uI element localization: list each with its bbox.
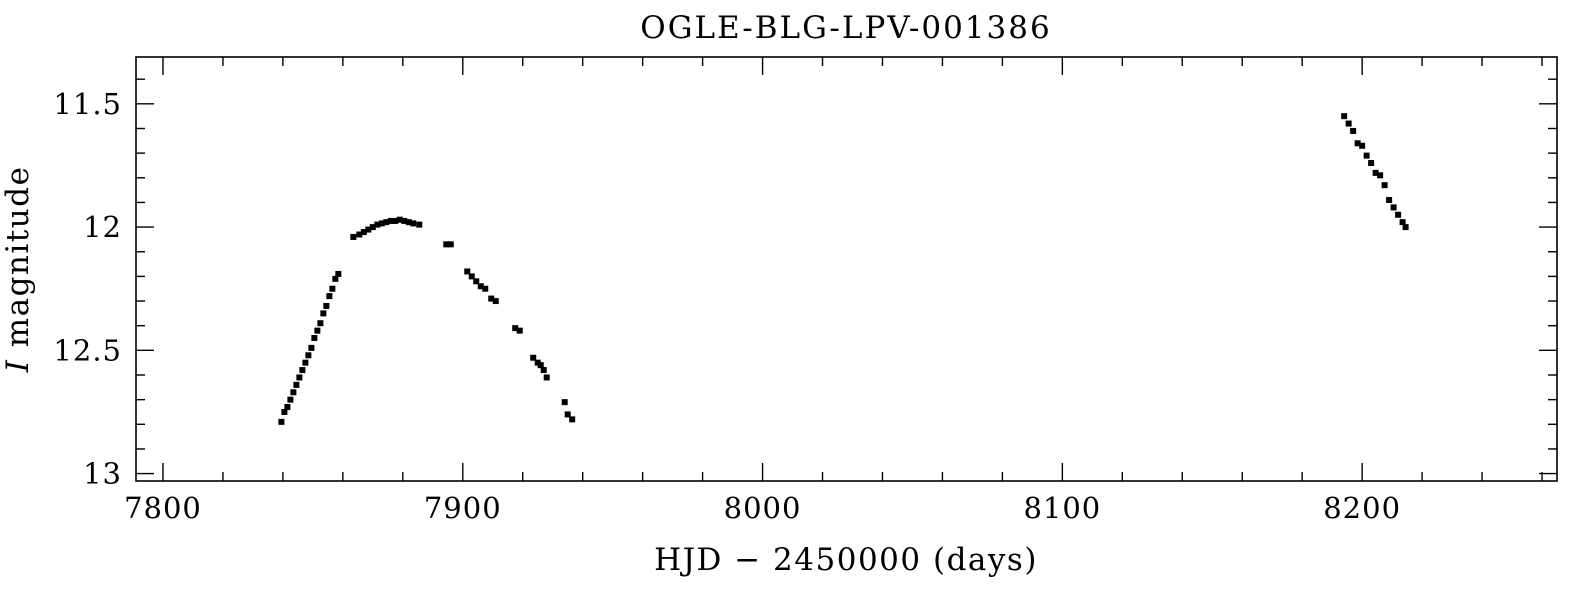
y-axis-label-text: magnitude bbox=[0, 166, 36, 359]
data-point bbox=[317, 320, 324, 327]
data-point bbox=[1395, 211, 1402, 218]
data-point bbox=[296, 374, 303, 381]
data-point bbox=[1390, 204, 1397, 211]
data-point bbox=[1350, 127, 1357, 134]
data-point bbox=[1345, 120, 1352, 127]
data-point bbox=[365, 226, 372, 233]
data-point bbox=[1368, 160, 1375, 166]
data-point bbox=[335, 270, 342, 277]
x-tick-label: 8100 bbox=[1023, 491, 1101, 525]
data-point bbox=[1341, 113, 1348, 120]
data-point bbox=[323, 302, 330, 309]
axis-ticks bbox=[136, 57, 1557, 481]
data-point bbox=[326, 293, 333, 300]
y-tick-labels: 11.5 12 12.5 13 bbox=[53, 87, 122, 491]
data-point bbox=[516, 327, 523, 334]
data-point bbox=[564, 411, 571, 418]
plot-frame bbox=[135, 56, 1558, 482]
data-points bbox=[278, 113, 1409, 425]
y-tick-label: 12 bbox=[83, 210, 122, 244]
y-tick-label: 12.5 bbox=[53, 333, 122, 367]
data-point bbox=[374, 221, 381, 228]
x-tick-labels: 7800 7900 8000 8100 8200 bbox=[124, 491, 1401, 525]
data-point bbox=[512, 325, 519, 332]
data-point bbox=[308, 344, 315, 351]
data-point bbox=[464, 268, 471, 275]
x-tick-label: 8000 bbox=[724, 491, 802, 525]
data-point bbox=[320, 310, 327, 317]
data-point bbox=[468, 273, 475, 280]
data-point bbox=[1359, 142, 1366, 149]
data-point bbox=[543, 374, 550, 381]
y-tick-label: 11.5 bbox=[53, 87, 122, 121]
data-point bbox=[1402, 224, 1409, 231]
data-point bbox=[356, 231, 363, 238]
y-axis-label-symbol: I bbox=[0, 359, 36, 374]
data-point bbox=[1381, 182, 1388, 189]
chart-title: OGLE-BLG-LPV-001386 bbox=[640, 10, 1051, 46]
data-point bbox=[410, 220, 417, 227]
data-point bbox=[405, 219, 412, 226]
data-point bbox=[369, 224, 376, 231]
data-point bbox=[392, 217, 399, 224]
y-tick-label: 13 bbox=[83, 457, 122, 491]
data-point bbox=[443, 241, 450, 248]
data-point bbox=[416, 221, 423, 228]
x-tick-label: 7900 bbox=[424, 491, 502, 525]
data-point bbox=[1377, 172, 1384, 179]
data-point bbox=[1354, 140, 1361, 147]
data-point bbox=[473, 278, 480, 285]
data-point bbox=[530, 354, 537, 361]
data-point bbox=[387, 217, 394, 224]
y-axis-label: I magnitude bbox=[0, 166, 36, 374]
data-point bbox=[482, 285, 489, 292]
data-point bbox=[447, 241, 454, 248]
x-tick-label: 8200 bbox=[1323, 491, 1401, 525]
x-axis-label: HJD − 2450000 (days) bbox=[654, 542, 1038, 578]
data-point bbox=[1372, 169, 1379, 176]
data-point bbox=[281, 408, 288, 415]
data-point bbox=[278, 418, 285, 425]
data-point bbox=[299, 367, 306, 374]
data-point bbox=[561, 399, 568, 406]
data-point bbox=[378, 220, 385, 227]
data-point bbox=[314, 327, 321, 334]
data-point bbox=[284, 404, 291, 411]
data-point bbox=[290, 389, 297, 396]
data-point bbox=[360, 229, 367, 236]
data-point bbox=[492, 298, 499, 305]
data-point bbox=[1386, 196, 1393, 203]
x-tick-label: 7800 bbox=[124, 491, 202, 525]
data-point bbox=[287, 396, 294, 403]
data-point bbox=[569, 416, 576, 423]
data-point bbox=[329, 285, 336, 292]
data-point bbox=[488, 295, 495, 302]
data-point bbox=[477, 283, 484, 290]
data-point bbox=[537, 362, 544, 369]
data-point bbox=[540, 367, 547, 374]
data-point bbox=[293, 381, 300, 388]
data-point bbox=[1363, 152, 1370, 159]
data-point bbox=[332, 275, 339, 282]
data-point bbox=[396, 216, 403, 223]
data-point bbox=[302, 359, 309, 366]
data-point bbox=[305, 352, 312, 359]
data-point bbox=[401, 217, 408, 224]
data-point bbox=[1399, 219, 1406, 226]
data-point bbox=[311, 335, 318, 342]
data-point bbox=[350, 233, 357, 240]
data-point bbox=[383, 219, 390, 226]
